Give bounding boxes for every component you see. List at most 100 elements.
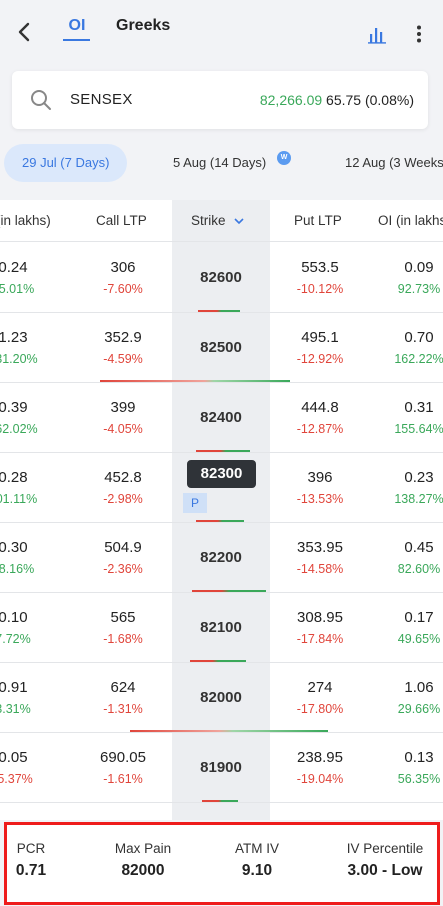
option-chain-table: OI (in lakhs) Call LTP Strike Put LTP OI… — [0, 200, 443, 820]
atm-strike-badge: 82300 — [187, 460, 256, 488]
table-row-atm[interactable]: 0.28 101.11% 452.8 -2.98% 82300 P 396 -13.5… — [0, 453, 443, 523]
stat-label: PCR — [16, 841, 46, 856]
put-ltp-change: -12.87% — [296, 422, 344, 436]
header-call-oi: OI (in lakhs) — [0, 213, 51, 228]
call-oi-change: 85.01% — [0, 282, 35, 296]
put-oi: 0.23 — [404, 469, 434, 486]
call-ltp-change: -1.31% — [103, 702, 143, 716]
put-oi: 0.09 — [404, 259, 434, 276]
call-oi-change: 7.72% — [0, 632, 31, 646]
table-row[interactable]: 0.2485.01% 306-7.60% 82600 553.5-10.12% … — [0, 243, 443, 313]
call-ltp: 690.05 — [100, 749, 146, 766]
call-ltp: 452.8 — [104, 469, 142, 486]
last-price: 82,266.09 — [259, 92, 323, 108]
put-ltp: 274 — [307, 679, 333, 696]
summary-stats-panel: PCR 0.71 Max Pain 82000 ATM IV 9.10 IV P… — [4, 822, 440, 905]
expiry-chip-active[interactable]: 29 Jul (7 Days) — [4, 144, 128, 182]
call-oi-change: 28.16% — [0, 562, 35, 576]
call-ltp: 504.9 — [104, 539, 142, 556]
call-ltp-change: -2.36% — [103, 562, 143, 576]
price-change: 65.75 (0.08%) — [326, 92, 414, 108]
stat-value: 9.10 — [241, 862, 273, 879]
strike-price: 82200 — [200, 549, 242, 566]
call-ltp-change: -4.59% — [103, 352, 143, 366]
stat-max-pain: Max Pain 82000 — [103, 841, 183, 880]
header-put-ltp: Put LTP — [294, 213, 342, 228]
put-ltp-change: -10.12% — [296, 282, 344, 296]
stat-value: 3.00 - Low — [347, 862, 423, 879]
tab-oi[interactable]: OI — [68, 17, 86, 34]
call-oi: 0.30 — [0, 539, 28, 556]
table-row[interactable]: 0.107.72% 565-1.68% 82100 308.95-17.84% … — [0, 593, 443, 663]
header-call-ltp: Call LTP — [96, 213, 147, 228]
stat-iv-percentile: IV Percentile 3.00 - Low — [335, 841, 435, 880]
table-row[interactable]: 0.91 3.31% 624 -1.31% 82000 274 -17.80% 1.0… — [0, 663, 443, 733]
put-oi-change: 49.65% — [397, 632, 441, 646]
put-oi-change: 92.73% — [397, 282, 441, 296]
oi-balance-bar — [192, 590, 266, 592]
put-oi-change: 138.27% — [394, 492, 443, 506]
oi-balance-bar — [202, 800, 238, 802]
table-row[interactable]: 1.23 131.20% 352.9 -4.59% 82500 495.1 -12.9… — [0, 313, 443, 383]
call-ltp: 306 — [110, 259, 136, 276]
stat-value: 82000 — [121, 862, 165, 879]
put-oi: 0.17 — [404, 609, 434, 626]
active-tab-indicator — [63, 39, 90, 41]
strike-price: 82000 — [200, 689, 242, 706]
oi-balance-bar — [190, 660, 246, 662]
put-ltp-change: -17.84% — [296, 632, 344, 646]
header-put-oi: OI (in lakhs) — [378, 213, 443, 228]
put-ltp: 444.8 — [301, 399, 339, 416]
header-strike[interactable]: Strike — [191, 213, 244, 228]
expiry-selector: 29 Jul (7 Days) 5 Aug (14 Days) W 12 Aug… — [0, 144, 443, 184]
position-badge[interactable]: P — [183, 493, 207, 513]
oi-balance-bar — [198, 310, 240, 312]
put-oi: 0.31 — [404, 399, 434, 416]
table-row[interactable]: 0.05 -5.37% 690.05 -1.61% 81900 238.95 -19.… — [0, 733, 443, 803]
back-arrow-icon[interactable] — [14, 20, 36, 44]
call-oi: 0.10 — [0, 609, 28, 626]
table-header: OI (in lakhs) Call LTP Strike Put LTP OI… — [0, 200, 443, 242]
symbol-name: SENSEX — [70, 91, 133, 108]
put-oi: 0.45 — [404, 539, 434, 556]
call-oi-change: 101.11% — [0, 492, 38, 506]
call-oi-change: 131.20% — [0, 352, 38, 366]
table-row[interactable]: 0.39 362.02% 399 -4.05% 82400 444.8 -12.87%… — [0, 383, 443, 453]
call-oi: 0.24 — [0, 259, 28, 276]
expiry-chip[interactable]: 12 Aug (3 Weeks) — [345, 155, 443, 170]
put-oi: 0.70 — [404, 329, 434, 346]
call-ltp: 624 — [110, 679, 136, 696]
put-oi-change: 56.35% — [397, 772, 441, 786]
stat-value: 0.71 — [15, 862, 47, 879]
strike-price: 82400 — [200, 409, 242, 426]
bar-chart-icon[interactable] — [368, 26, 386, 44]
call-oi-change: -5.37% — [0, 772, 33, 786]
weekly-badge: W — [277, 151, 291, 165]
call-oi: 0.39 — [0, 399, 28, 416]
call-oi-change: 362.02% — [0, 422, 38, 436]
symbol-price: 82,266.09 65.75 (0.08%) — [260, 92, 414, 108]
chevron-down-icon — [234, 218, 244, 225]
more-vertical-icon[interactable] — [409, 24, 429, 44]
oi-balance-bar — [196, 450, 250, 452]
search-icon — [31, 90, 51, 110]
put-oi-change: 29.66% — [397, 702, 441, 716]
strike-price: 82500 — [200, 339, 242, 356]
header-strike-label: Strike — [191, 213, 226, 228]
strike-price: 81900 — [200, 759, 242, 776]
strike-price: 82600 — [200, 269, 242, 286]
stat-label: Max Pain — [114, 841, 172, 856]
stat-label: ATM IV — [234, 841, 279, 856]
table-row[interactable]: 0.30 28.16% 504.9 -2.36% 82200 353.95 -14.5… — [0, 523, 443, 593]
stat-pcr: PCR 0.71 — [11, 841, 51, 880]
put-oi: 0.13 — [404, 749, 434, 766]
strike-price: 82100 — [200, 619, 242, 636]
put-oi-change: 162.22% — [394, 352, 443, 366]
symbol-search-bar[interactable]: SENSEX 82,266.09 65.75 (0.08%) — [12, 71, 428, 129]
put-ltp-change: -19.04% — [296, 772, 344, 786]
call-ltp-change: -2.98% — [103, 492, 143, 506]
call-oi-change: 3.31% — [0, 702, 31, 716]
tab-greeks[interactable]: Greeks — [116, 17, 171, 34]
call-ltp: 565 — [110, 609, 136, 626]
expiry-chip[interactable]: 5 Aug (14 Days) — [173, 155, 267, 170]
